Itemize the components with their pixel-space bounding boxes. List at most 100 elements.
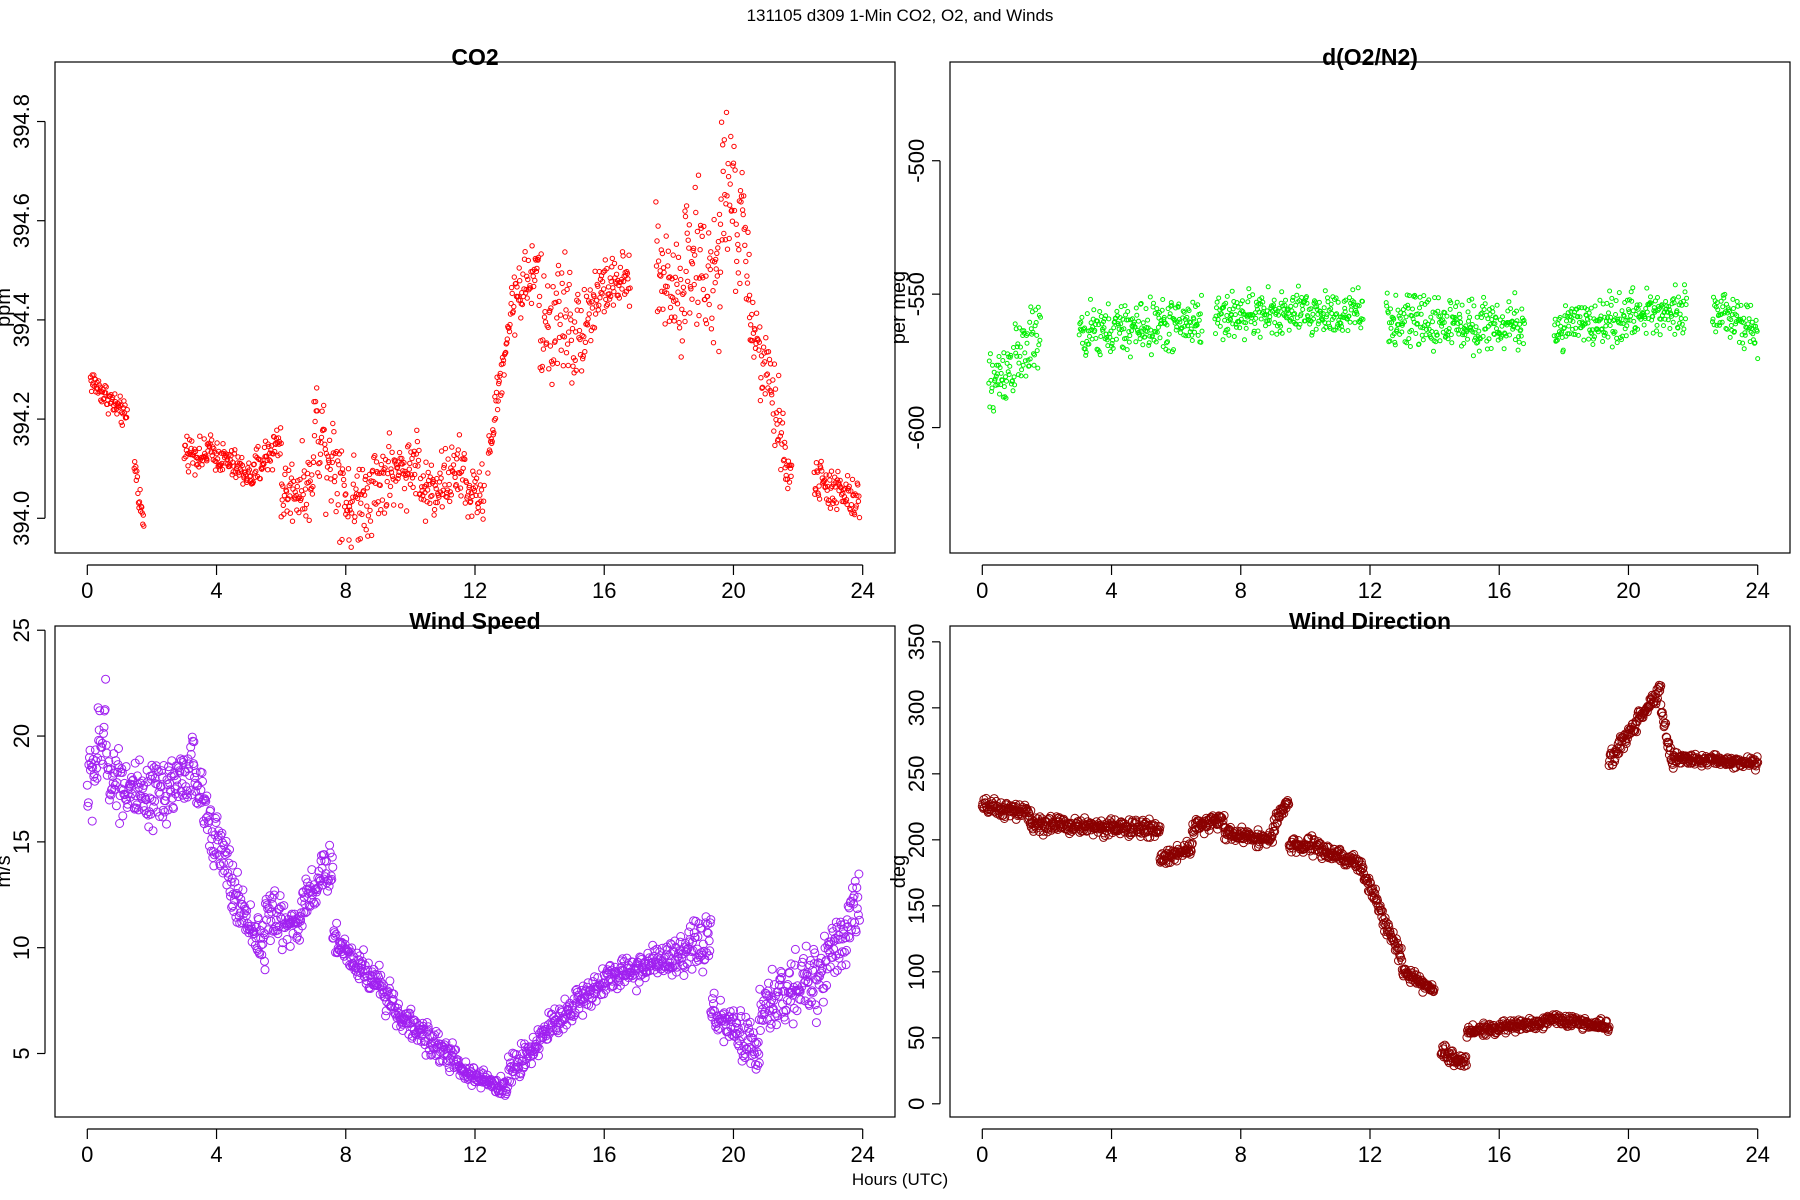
wind_speed-point xyxy=(832,965,842,975)
wind_speed-point xyxy=(101,674,111,684)
co2-point xyxy=(328,476,334,482)
co2-point xyxy=(322,446,328,452)
co2-point xyxy=(716,211,723,218)
co2-x-axis: 0 4 8 12 16 20 24 xyxy=(81,564,875,603)
co2-point xyxy=(709,315,715,321)
co2-point xyxy=(517,297,523,303)
co2-point xyxy=(611,260,618,267)
co2-point xyxy=(679,306,685,312)
o2-point xyxy=(1195,302,1201,308)
o2-point xyxy=(1189,332,1195,338)
o2-point xyxy=(1003,374,1008,380)
o2-point xyxy=(1117,330,1123,336)
co2-point xyxy=(753,310,760,316)
co2-point xyxy=(322,441,328,447)
co2-point xyxy=(600,269,606,275)
co2-point xyxy=(752,327,758,333)
co2-point xyxy=(586,311,592,317)
o2-point xyxy=(1321,305,1327,311)
co2-point xyxy=(377,482,383,488)
co2-point xyxy=(666,275,672,281)
o2-point xyxy=(1008,352,1014,358)
o2-title: d(O2/N2) xyxy=(1322,44,1418,70)
co2-point xyxy=(717,221,724,227)
o2-point xyxy=(1265,284,1271,290)
co2-point xyxy=(439,504,445,510)
co2-point xyxy=(691,281,697,288)
co2-point xyxy=(462,456,468,462)
o2-point xyxy=(1096,322,1102,328)
co2-point xyxy=(340,476,347,483)
co2-point xyxy=(659,288,665,294)
co2-point xyxy=(366,471,373,478)
o2-point xyxy=(1113,336,1119,342)
co2-point xyxy=(731,143,737,150)
co2-point xyxy=(452,474,458,480)
o2-point xyxy=(1010,388,1016,394)
co2-point xyxy=(359,511,365,518)
co2-point xyxy=(683,203,690,209)
o2-point xyxy=(1238,316,1244,322)
co2-x-tick-label: 4 xyxy=(210,578,222,603)
o2-point xyxy=(1184,314,1190,320)
co2-point xyxy=(444,494,450,500)
wind_speed-point xyxy=(801,941,811,951)
o2-point xyxy=(1011,374,1017,380)
o2-point xyxy=(1127,333,1133,339)
o2-point xyxy=(1453,304,1459,310)
co2-point xyxy=(346,537,352,543)
co2-point xyxy=(561,289,567,295)
co2-point xyxy=(653,199,659,205)
o2-point xyxy=(993,373,999,379)
co2-point xyxy=(417,475,424,482)
co2-point xyxy=(701,223,707,230)
o2-point xyxy=(1600,339,1606,344)
o2-point xyxy=(1129,328,1134,334)
wind_speed-point xyxy=(260,956,269,966)
co2-point xyxy=(582,349,588,355)
co2-point xyxy=(504,340,510,346)
co2-point xyxy=(453,482,459,488)
co2-point xyxy=(217,467,224,473)
co2-point xyxy=(220,441,226,447)
co2-point xyxy=(750,299,756,306)
co2-point xyxy=(316,473,323,479)
o2-point xyxy=(1005,369,1011,375)
co2-point xyxy=(244,477,250,483)
co2-point xyxy=(821,477,828,483)
co2-point xyxy=(102,390,109,396)
co2-point xyxy=(702,317,709,323)
co2-point xyxy=(509,290,515,297)
o2-point xyxy=(992,376,998,382)
o2-point xyxy=(1030,329,1036,335)
co2-point xyxy=(401,485,408,492)
co2-point xyxy=(438,475,444,481)
co2-point xyxy=(603,296,609,303)
o2-point xyxy=(1663,299,1669,304)
co2-point xyxy=(326,437,333,443)
o2-point xyxy=(1294,292,1300,298)
co2-point xyxy=(415,457,422,464)
co2-point xyxy=(423,482,430,488)
o2-point xyxy=(1245,299,1251,305)
co2-point xyxy=(481,482,487,489)
o2-point xyxy=(1470,353,1476,359)
o2-point xyxy=(1214,305,1219,311)
co2-point xyxy=(835,468,841,475)
wind_speed-point xyxy=(755,1026,765,1035)
co2-point xyxy=(396,449,403,456)
co2-point xyxy=(341,482,347,488)
co2-point xyxy=(415,463,421,469)
co2-point xyxy=(727,181,733,187)
co2-point xyxy=(323,511,329,517)
co2-point xyxy=(676,325,683,331)
co2-point xyxy=(473,475,480,481)
co2-point xyxy=(516,265,522,271)
wind_speed-x-tick-label: 12 xyxy=(463,1142,487,1167)
co2-point xyxy=(102,383,108,389)
co2-point xyxy=(744,273,750,279)
co2-point xyxy=(689,296,695,302)
co2-point xyxy=(88,388,95,395)
co2-point xyxy=(455,447,461,453)
co2-point xyxy=(598,289,604,296)
